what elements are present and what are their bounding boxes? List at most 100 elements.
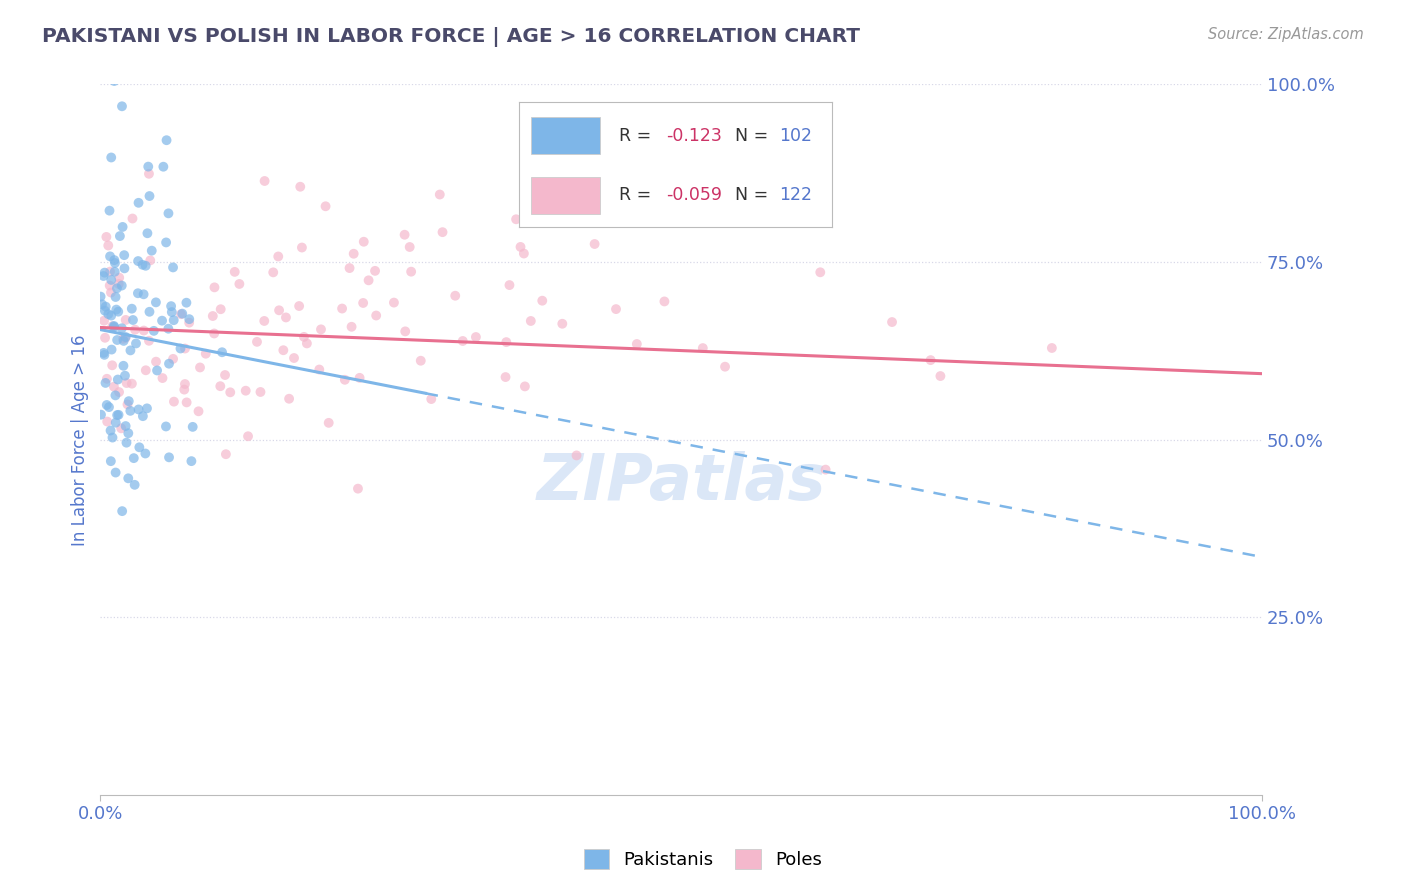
- Legend: Pakistanis, Poles: Pakistanis, Poles: [575, 839, 831, 879]
- Point: [929, 369, 952, 384]
- Point: [157, 357, 180, 371]
- Point: [145, 295, 167, 310]
- Point: [262, 265, 284, 279]
- Point: [112, 261, 135, 276]
- Point: [173, 383, 195, 397]
- Point: [201, 309, 224, 323]
- Point: [107, 372, 129, 386]
- Point: [155, 419, 177, 434]
- Point: [138, 167, 160, 181]
- Point: [181, 420, 204, 434]
- Point: [112, 248, 135, 262]
- Text: Source: ZipAtlas.com: Source: ZipAtlas.com: [1208, 27, 1364, 42]
- Point: [125, 336, 148, 351]
- Point: [162, 260, 184, 275]
- Point: [105, 302, 128, 317]
- Point: [273, 343, 295, 358]
- Point: [111, 321, 134, 335]
- Point: [104, 256, 127, 270]
- Point: [432, 225, 454, 239]
- Point: [224, 265, 246, 279]
- Point: [267, 250, 290, 264]
- Point: [96, 398, 118, 412]
- Point: [814, 462, 837, 476]
- Point: [145, 354, 167, 368]
- Point: [101, 319, 124, 334]
- Point: [162, 351, 184, 366]
- Point: [98, 278, 121, 293]
- Point: [382, 295, 405, 310]
- Point: [141, 244, 163, 258]
- Point: [107, 304, 129, 318]
- Point: [169, 342, 191, 356]
- Point: [605, 302, 627, 317]
- Point: [187, 404, 209, 418]
- Point: [122, 451, 145, 466]
- Point: [267, 303, 290, 318]
- Point: [155, 235, 177, 250]
- Point: [127, 286, 149, 301]
- Point: [142, 324, 165, 338]
- Point: [353, 235, 375, 249]
- Point: [100, 273, 122, 287]
- Point: [654, 294, 676, 309]
- Point: [880, 315, 903, 329]
- Point: [394, 324, 416, 338]
- Point: [583, 237, 606, 252]
- Point: [98, 249, 121, 263]
- Point: [138, 334, 160, 348]
- Point: [103, 318, 125, 333]
- Point: [112, 332, 135, 346]
- Point: [495, 335, 517, 350]
- Point: [202, 326, 225, 341]
- Point: [139, 253, 162, 268]
- Point: [103, 253, 125, 268]
- Point: [98, 264, 121, 278]
- Point: [274, 310, 297, 325]
- Point: [104, 416, 127, 430]
- Point: [366, 309, 388, 323]
- Point: [136, 160, 159, 174]
- Point: [132, 409, 155, 424]
- Point: [105, 281, 128, 295]
- Point: [179, 312, 201, 326]
- Point: [174, 342, 197, 356]
- Point: [90, 408, 112, 422]
- Point: [121, 301, 143, 316]
- Point: [91, 297, 114, 311]
- Point: [565, 449, 588, 463]
- Point: [100, 454, 122, 468]
- Point: [211, 345, 233, 359]
- Point: [104, 265, 127, 279]
- Point: [292, 330, 315, 344]
- Point: [105, 408, 128, 422]
- Point: [98, 400, 121, 414]
- Point: [179, 316, 201, 330]
- Point: [318, 416, 340, 430]
- Point: [308, 362, 330, 376]
- Point: [94, 300, 117, 314]
- Point: [209, 302, 232, 317]
- Point: [103, 379, 125, 393]
- Point: [128, 195, 150, 210]
- Point: [111, 99, 134, 113]
- Point: [107, 408, 129, 422]
- Point: [94, 376, 117, 390]
- Point: [100, 151, 122, 165]
- Point: [110, 421, 132, 435]
- Point: [152, 160, 174, 174]
- Point: [409, 353, 432, 368]
- Point: [138, 305, 160, 319]
- Point: [278, 392, 301, 406]
- Point: [394, 227, 416, 242]
- Point: [157, 450, 180, 465]
- Point: [330, 301, 353, 316]
- Point: [111, 504, 134, 518]
- Point: [103, 74, 125, 88]
- Point: [122, 313, 145, 327]
- Point: [101, 359, 124, 373]
- Point: [315, 199, 337, 213]
- Point: [97, 307, 120, 321]
- Point: [104, 466, 127, 480]
- Point: [111, 278, 134, 293]
